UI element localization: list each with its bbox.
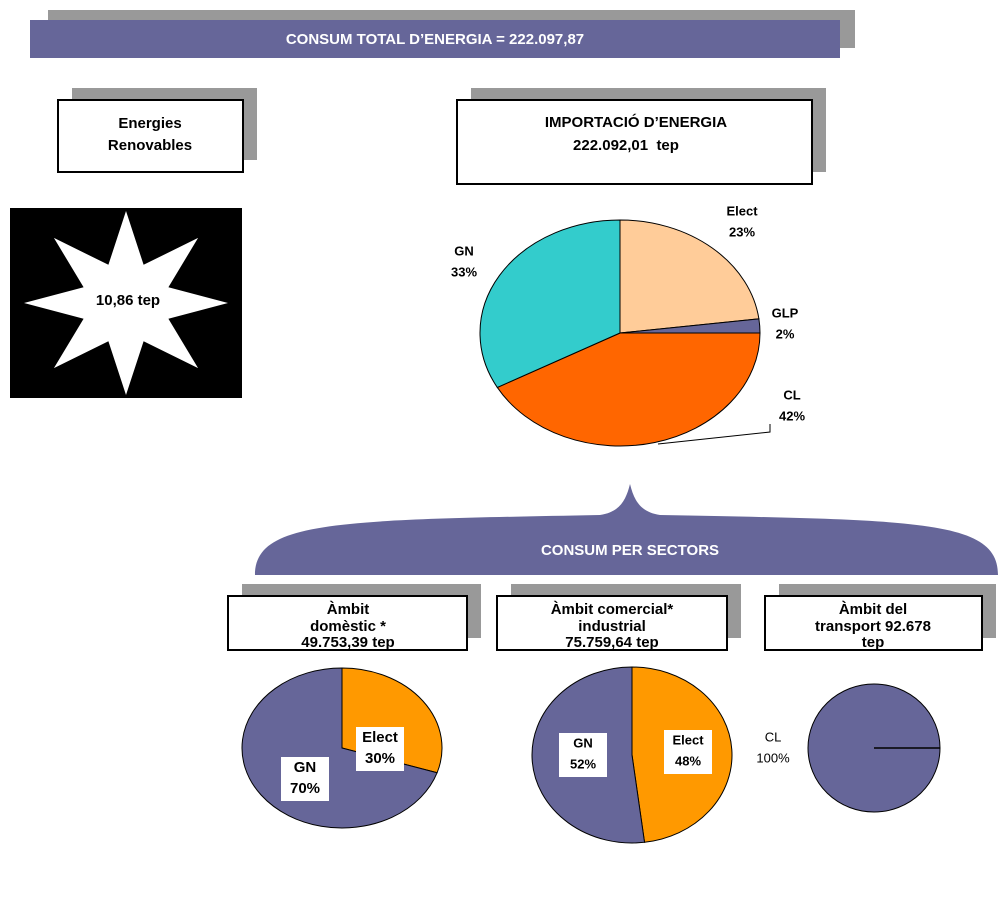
- slice-category: CL: [765, 729, 782, 744]
- star: [24, 211, 228, 395]
- sector-text: industrial: [578, 618, 646, 635]
- slice-category: GN: [294, 759, 317, 776]
- slice-category: Elect: [726, 203, 758, 218]
- sector-text: Àmbit comercial*: [551, 601, 674, 618]
- sector-box: [227, 595, 468, 651]
- sector-text: transport 92.678: [815, 618, 931, 635]
- slice-value: 52%: [570, 756, 596, 771]
- slice-value: 2%: [776, 326, 795, 341]
- banner: [30, 20, 840, 58]
- pie-slice: [479, 219, 621, 389]
- slice-category: Elect: [362, 729, 398, 746]
- label-box: [281, 757, 329, 801]
- pie-slice: [496, 332, 761, 447]
- slice-category: GLP: [772, 305, 799, 320]
- slice-value: 30%: [365, 750, 395, 767]
- slice-category: GN: [573, 735, 593, 750]
- slice-category: Elect: [672, 732, 704, 747]
- slice-value: 70%: [290, 780, 320, 797]
- renewables-value: 10,86 tep: [96, 292, 160, 309]
- sector-text: Àmbit del: [839, 601, 907, 618]
- sectors-title: CONSUM PER SECTORS: [541, 542, 719, 559]
- sectors-brace: [255, 484, 998, 575]
- slice-value: 42%: [779, 408, 805, 423]
- slice-category: CL: [783, 387, 800, 402]
- sector-box: [764, 595, 983, 651]
- slice-value: 33%: [451, 264, 477, 279]
- import-box: [456, 99, 813, 185]
- label-box: [664, 730, 712, 774]
- leader-line: [657, 424, 771, 445]
- label-box: [559, 733, 607, 777]
- sector-text: domèstic *: [310, 618, 386, 635]
- slice-value: 23%: [729, 224, 755, 239]
- main-title: CONSUM TOTAL D’ENERGIA = 222.097,87: [286, 31, 584, 48]
- sector-box: [496, 595, 728, 651]
- import-value: 222.092,01 tep: [573, 137, 679, 154]
- slice-category: GN: [454, 243, 474, 258]
- pie-slice: [619, 219, 760, 334]
- slice-value: 100%: [756, 750, 790, 765]
- renewables-title: Energies: [118, 115, 181, 132]
- sector-text: Àmbit: [327, 601, 370, 618]
- sector-text: tep: [862, 634, 885, 651]
- sector-text: 75.759,64 tep: [565, 634, 658, 651]
- sector-text: 49.753,39 tep: [301, 634, 394, 651]
- renewables-title: Renovables: [108, 137, 192, 154]
- renewables-box: [57, 99, 244, 173]
- import-title: IMPORTACIÓ D’ENERGIA: [545, 113, 727, 131]
- label-box: [356, 727, 404, 771]
- slice-value: 48%: [675, 753, 701, 768]
